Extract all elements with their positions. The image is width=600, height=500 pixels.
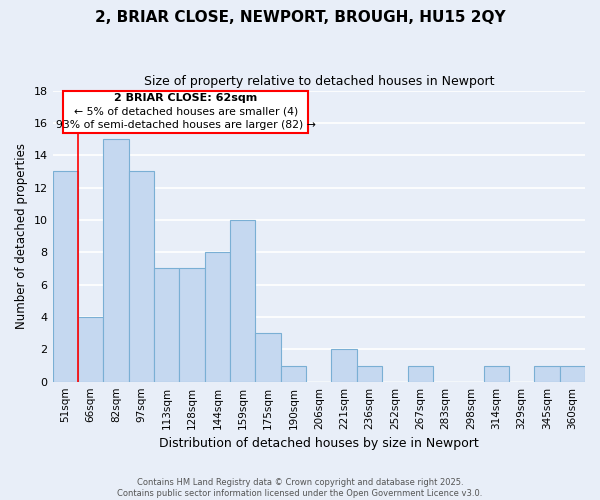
Bar [331, 350, 357, 382]
Bar [484, 366, 509, 382]
Y-axis label: Number of detached properties: Number of detached properties [15, 143, 28, 329]
Bar [179, 268, 205, 382]
Bar [205, 252, 230, 382]
Bar [78, 317, 103, 382]
Bar [357, 366, 382, 382]
Bar [560, 366, 585, 382]
Text: 2, BRIAR CLOSE, NEWPORT, BROUGH, HU15 2QY: 2, BRIAR CLOSE, NEWPORT, BROUGH, HU15 2Q… [95, 10, 505, 25]
Text: Contains HM Land Registry data © Crown copyright and database right 2025.
Contai: Contains HM Land Registry data © Crown c… [118, 478, 482, 498]
X-axis label: Distribution of detached houses by size in Newport: Distribution of detached houses by size … [159, 437, 479, 450]
Text: ← 5% of detached houses are smaller (4): ← 5% of detached houses are smaller (4) [74, 106, 298, 117]
Bar [154, 268, 179, 382]
Bar [281, 366, 306, 382]
Bar [534, 366, 560, 382]
Title: Size of property relative to detached houses in Newport: Size of property relative to detached ho… [143, 75, 494, 88]
Bar [53, 172, 78, 382]
Bar [256, 333, 281, 382]
Text: 93% of semi-detached houses are larger (82) →: 93% of semi-detached houses are larger (… [56, 120, 316, 130]
Bar [103, 139, 128, 382]
Bar [128, 172, 154, 382]
FancyBboxPatch shape [63, 90, 308, 133]
Bar [407, 366, 433, 382]
Bar [230, 220, 256, 382]
Text: 2 BRIAR CLOSE: 62sqm: 2 BRIAR CLOSE: 62sqm [114, 94, 257, 104]
